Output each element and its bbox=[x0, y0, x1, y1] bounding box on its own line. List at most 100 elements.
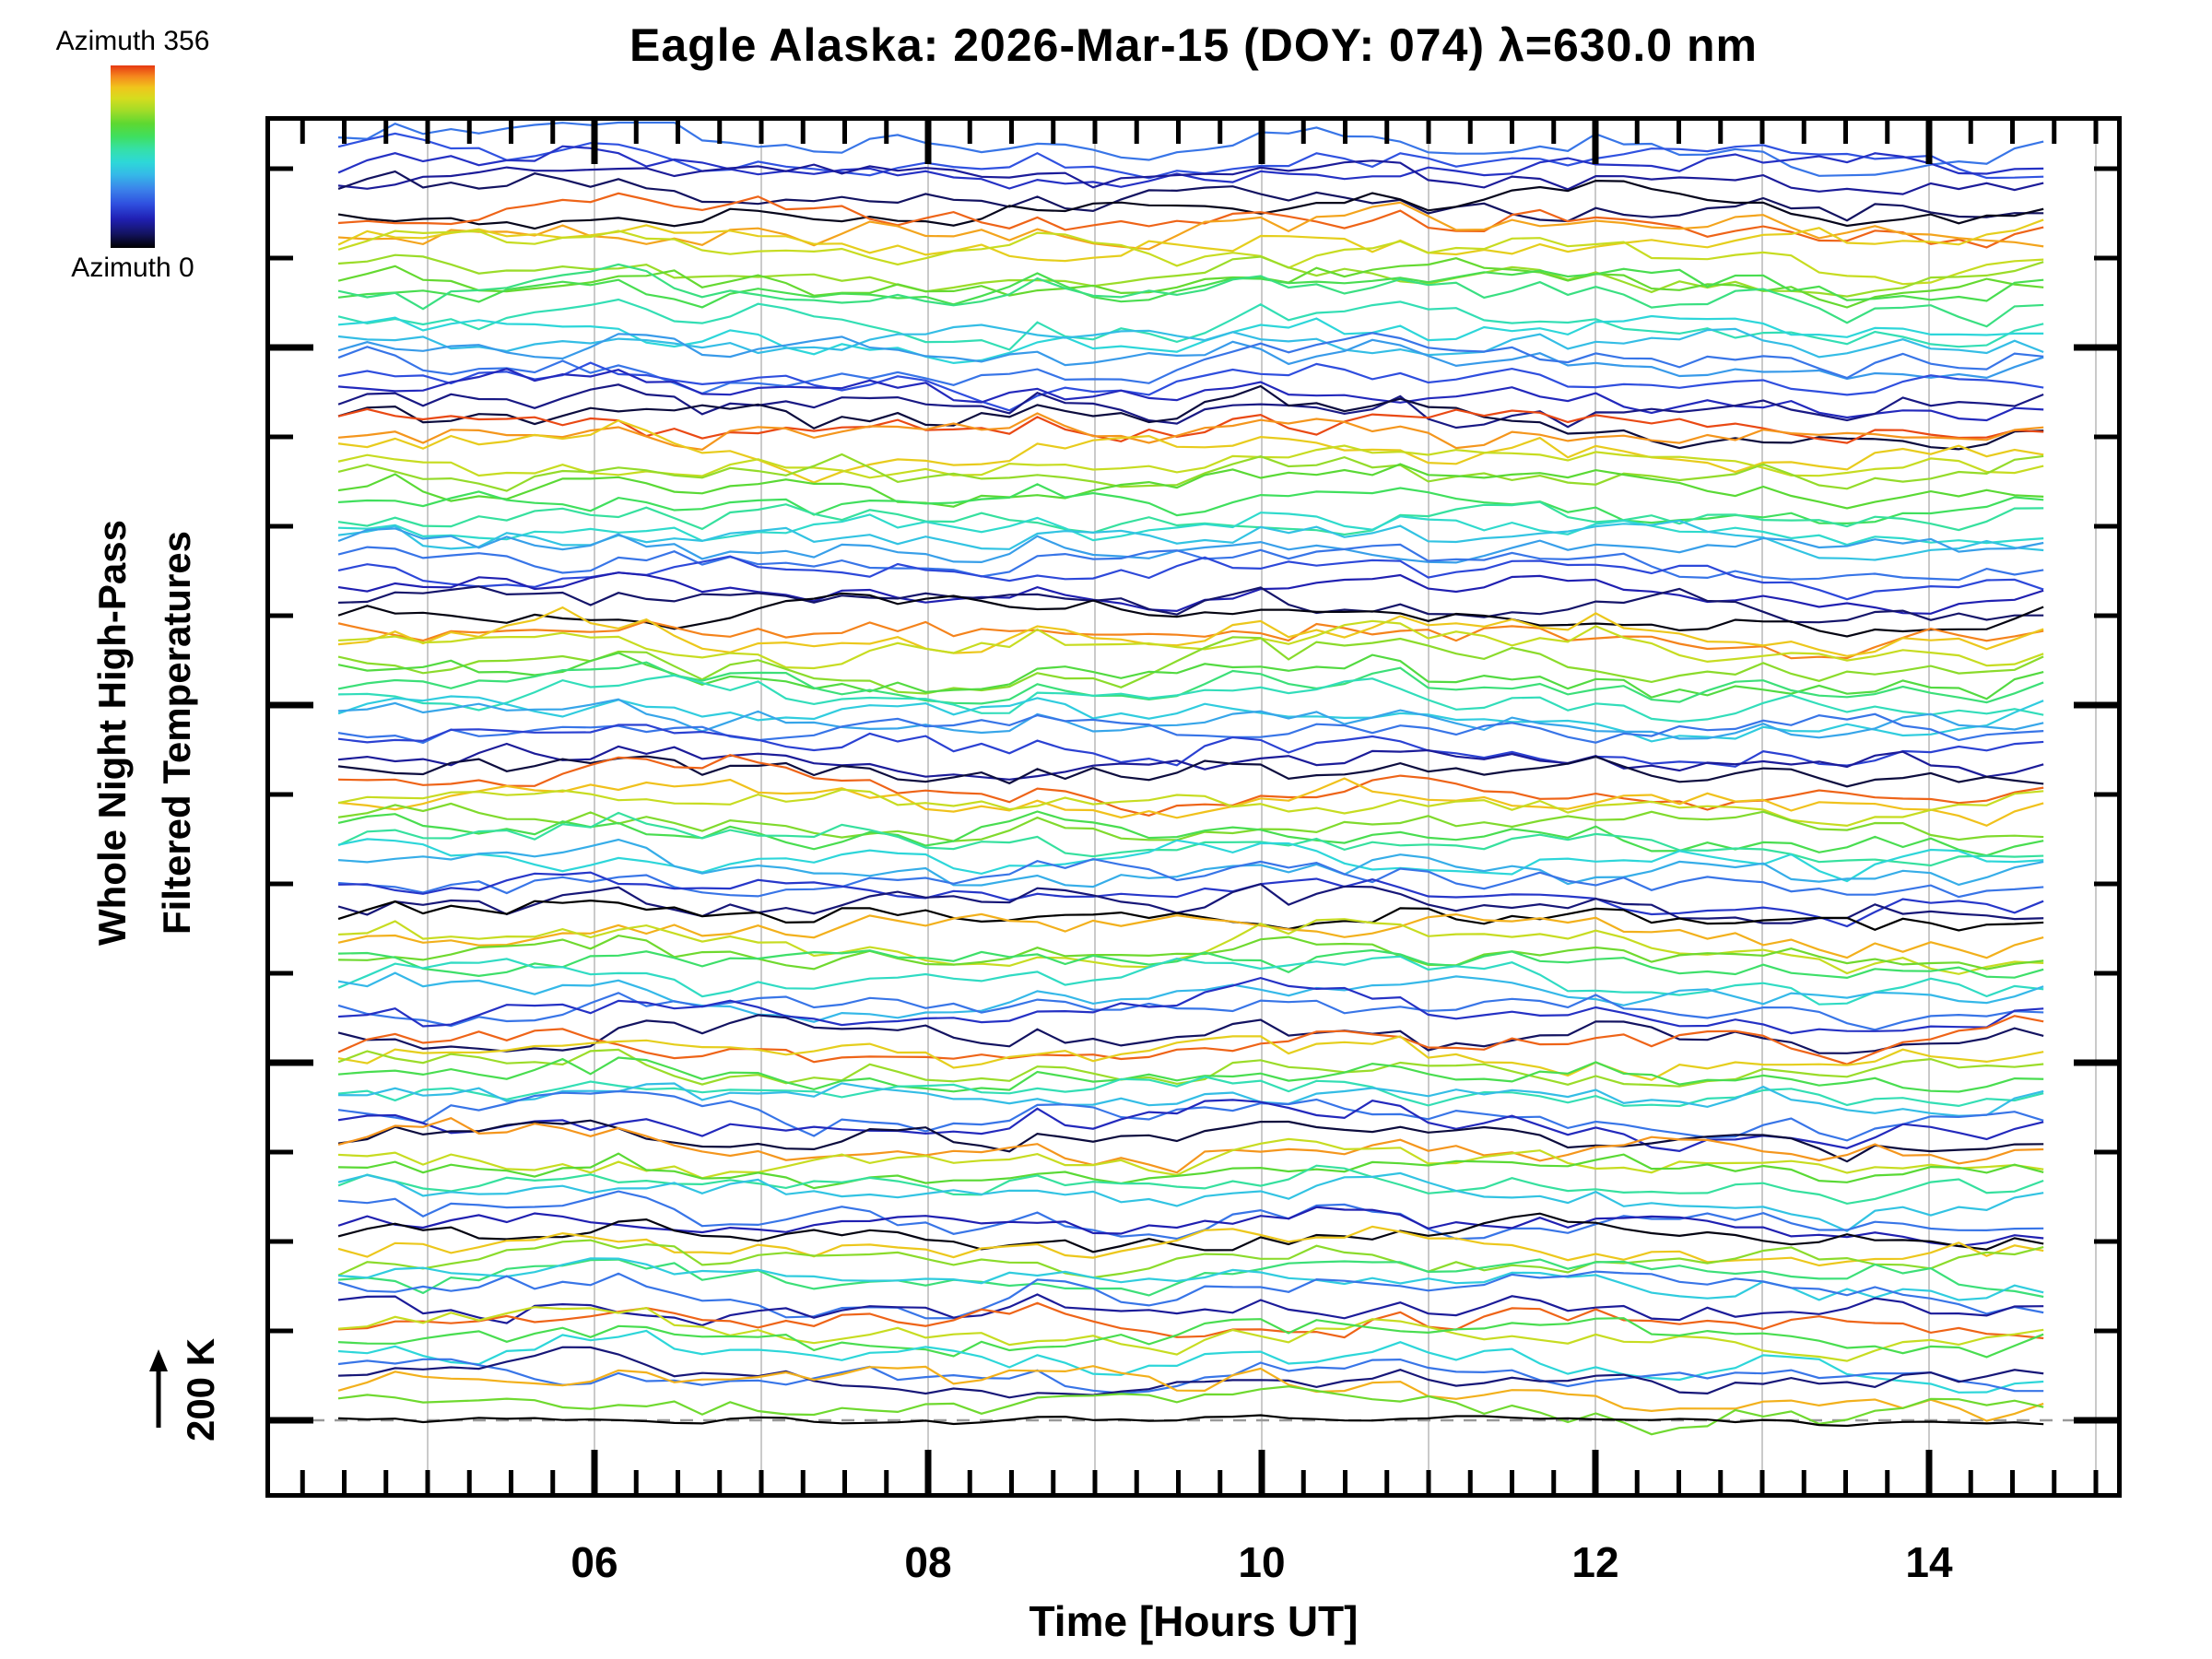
temperature-trace bbox=[337, 314, 2044, 365]
temperature-trace bbox=[337, 674, 2044, 724]
temperature-trace bbox=[337, 1015, 2044, 1065]
temperature-trace bbox=[337, 585, 2044, 624]
temperature-trace bbox=[337, 1212, 2044, 1253]
temperature-trace bbox=[337, 1239, 2044, 1279]
temperature-trace bbox=[337, 810, 2044, 857]
temperature-trace bbox=[337, 121, 2044, 177]
x-tick-label: 12 bbox=[1571, 1538, 1619, 1586]
x-tick-label: 06 bbox=[571, 1538, 618, 1586]
temperature-trace bbox=[337, 934, 2044, 971]
temperature-trace bbox=[337, 384, 2044, 451]
temperature-trace bbox=[337, 882, 2044, 924]
temperature-trace bbox=[337, 267, 2044, 309]
temperature-trace bbox=[337, 1117, 2044, 1174]
temperature-trace bbox=[337, 1171, 2044, 1232]
temperature-trace bbox=[337, 192, 2044, 249]
colorbar-min-label: Azimuth 0 bbox=[71, 253, 194, 283]
temperature-trace bbox=[337, 218, 2044, 263]
temperature-trace bbox=[337, 592, 2044, 638]
temperature-trace bbox=[337, 483, 2044, 525]
temperature-trace bbox=[337, 661, 2044, 705]
azimuth-colorbar bbox=[111, 65, 155, 248]
temperature-trace bbox=[337, 811, 2044, 867]
temperature-trace bbox=[337, 1346, 2044, 1399]
temperature-trace bbox=[337, 1317, 2044, 1359]
temperature-trace bbox=[337, 652, 2044, 700]
temperature-trace bbox=[337, 1329, 2044, 1394]
temperature-trace bbox=[337, 788, 2044, 828]
temperature-trace bbox=[337, 742, 2044, 781]
temperature-trace bbox=[337, 1035, 2044, 1081]
temperature-trace bbox=[337, 992, 2044, 1031]
temperature-trace bbox=[337, 412, 2044, 451]
temperature-trace bbox=[337, 724, 2044, 768]
temperature-trace bbox=[337, 383, 2044, 429]
temperature-trace bbox=[337, 201, 2044, 251]
temperature-trace bbox=[337, 1414, 2044, 1428]
temperature-trace bbox=[337, 419, 2044, 484]
temperature-trace bbox=[337, 636, 2044, 695]
chart-title: Eagle Alaska: 2026-Mar-15 (DOY: 074) λ=6… bbox=[629, 19, 1758, 71]
temperature-trace bbox=[337, 527, 2044, 564]
temperature-trace bbox=[337, 899, 2044, 932]
temperature-trace bbox=[337, 1164, 2044, 1206]
temperature-trace bbox=[337, 1082, 2044, 1117]
temperature-trace bbox=[337, 1099, 2044, 1153]
temperature-trace bbox=[337, 512, 2044, 547]
temperature-trace bbox=[337, 971, 2044, 1023]
temperature-trace bbox=[337, 229, 2044, 286]
temperature-trace bbox=[337, 1206, 2044, 1248]
temperature-trace bbox=[337, 777, 2044, 827]
colorbar-max-label: Azimuth 356 bbox=[55, 26, 210, 56]
temperature-trace bbox=[337, 132, 2044, 180]
temperature-trace bbox=[337, 263, 2044, 328]
temperature-trace bbox=[337, 1152, 2044, 1190]
temperature-trace bbox=[337, 912, 2044, 959]
x-tick-label: 14 bbox=[1905, 1538, 1953, 1586]
temperature-trace bbox=[337, 571, 2044, 615]
temperature-trace bbox=[337, 367, 2044, 422]
scale-bar-arrow bbox=[149, 1349, 168, 1428]
temperature-trace bbox=[337, 1306, 2044, 1362]
trace-layer bbox=[337, 121, 2044, 1436]
temperature-trace bbox=[337, 871, 2044, 928]
temperature-trace bbox=[337, 145, 2044, 190]
scale-arrow-head bbox=[149, 1349, 168, 1371]
temperature-trace bbox=[337, 361, 2044, 412]
temperature-trace bbox=[337, 1385, 2044, 1436]
x-tick-label: 10 bbox=[1238, 1538, 1286, 1586]
temperature-trace bbox=[337, 1137, 2044, 1180]
temperature-trace bbox=[337, 838, 2044, 888]
temperature-trace bbox=[337, 948, 2044, 980]
x-axis-title: Time [Hours UT] bbox=[1029, 1597, 1359, 1645]
temperature-trace bbox=[337, 500, 2044, 536]
temperature-trace bbox=[337, 1089, 2044, 1142]
temperature-trace bbox=[337, 179, 2044, 230]
temperature-trace bbox=[337, 619, 2044, 670]
temperature-trace bbox=[337, 1270, 2044, 1320]
temperature-trace bbox=[337, 1365, 2044, 1422]
plot-border bbox=[265, 116, 2122, 1498]
temperature-trace bbox=[337, 463, 2044, 510]
temperature-trace bbox=[337, 857, 2044, 899]
temperature-trace bbox=[337, 698, 2044, 740]
temperature-trace bbox=[337, 324, 2044, 359]
temperature-trace bbox=[337, 1076, 2044, 1108]
temperature-trace bbox=[337, 1225, 2044, 1267]
temperature-trace bbox=[337, 1014, 2044, 1054]
temperature-trace bbox=[337, 1257, 2044, 1301]
x-tick-label: 08 bbox=[904, 1538, 952, 1586]
temperature-trace bbox=[337, 1190, 2044, 1241]
temperature-trace bbox=[337, 170, 2044, 223]
temperature-trace bbox=[337, 955, 2044, 1006]
temperature-trace bbox=[337, 712, 2044, 745]
temperature-trace bbox=[337, 332, 2044, 395]
temperature-trace bbox=[337, 159, 2044, 195]
temperature-trace bbox=[337, 976, 2044, 1035]
temperature-trace bbox=[337, 619, 2044, 660]
temperature-trace bbox=[337, 918, 2044, 975]
axes-frame-layer bbox=[265, 116, 2122, 1498]
temperature-trace bbox=[337, 1056, 2044, 1093]
temperature-trace bbox=[337, 606, 2044, 657]
temperature-trace bbox=[337, 333, 2044, 381]
